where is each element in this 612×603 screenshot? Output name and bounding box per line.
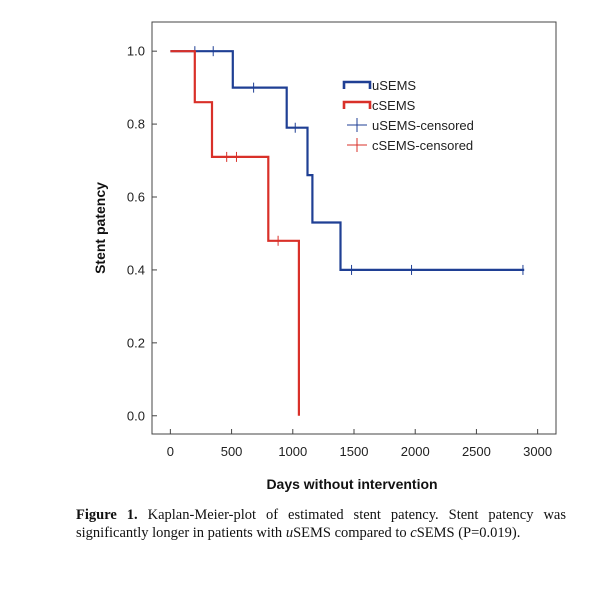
- kaplan-meier-chart: 0 500 1000 1500 2000 2500 3000 0.0 0.2 0.4 0.6 0.8…: [92, 21, 557, 492]
- x-axis-title: Days without intervention: [266, 476, 437, 492]
- x-tick-label: 2500: [462, 444, 491, 459]
- x-tick-label: 1500: [340, 444, 369, 459]
- plot-area: [151, 21, 557, 435]
- figure-caption: Figure 1. Kaplan-Meier-plot of estimated…: [76, 506, 566, 542]
- legend-swatch-csems: [342, 100, 372, 109]
- csems-survival-line: [170, 50, 300, 416]
- x-tick-label: 0: [167, 444, 174, 459]
- caption-text-2: SEMS compared to: [293, 525, 411, 541]
- caption-u-italic: u: [285, 525, 294, 541]
- x-tick-label: 2000: [401, 444, 430, 459]
- usems-survival-line: [170, 50, 525, 271]
- caption-text-3: SEMS (P=0.019).: [416, 525, 521, 541]
- caption-c-italic: c: [410, 525, 417, 541]
- legend-label-csems-censored: cSEMS-censored: [372, 138, 473, 153]
- axis-ticks: [152, 50, 539, 434]
- survival-curves: [170, 46, 525, 416]
- y-tick-label: 0.2: [127, 335, 145, 350]
- y-tick-labels: 0.0 0.2 0.4 0.6 0.8 1.0: [127, 44, 145, 424]
- y-axis-title: Stent patency: [92, 182, 108, 274]
- figure-label: Figure 1.: [76, 507, 138, 523]
- y-tick-label: 0.8: [127, 117, 145, 132]
- x-tick-label: 500: [221, 444, 243, 459]
- caption-text-1: Kaplan-Meier-plot of estimated stent pat…: [76, 507, 566, 541]
- legend-label-usems: uSEMS: [372, 78, 416, 93]
- legend: uSEMS cSEMS uSEMS-censored cSEMS-censored: [342, 78, 474, 153]
- y-tick-label: 1.0: [127, 44, 145, 59]
- y-tick-label: 0.6: [127, 190, 145, 205]
- legend-label-csems: cSEMS: [372, 98, 416, 113]
- x-tick-labels: 0 500 1000 1500 2000 2500 3000: [167, 444, 552, 459]
- x-tick-label: 1000: [278, 444, 307, 459]
- legend-swatch-usems: [342, 80, 372, 89]
- legend-label-usems-censored: uSEMS-censored: [372, 118, 474, 133]
- x-tick-label: 3000: [523, 444, 552, 459]
- y-tick-label: 0.4: [127, 262, 145, 277]
- y-tick-label: 0.0: [127, 408, 145, 423]
